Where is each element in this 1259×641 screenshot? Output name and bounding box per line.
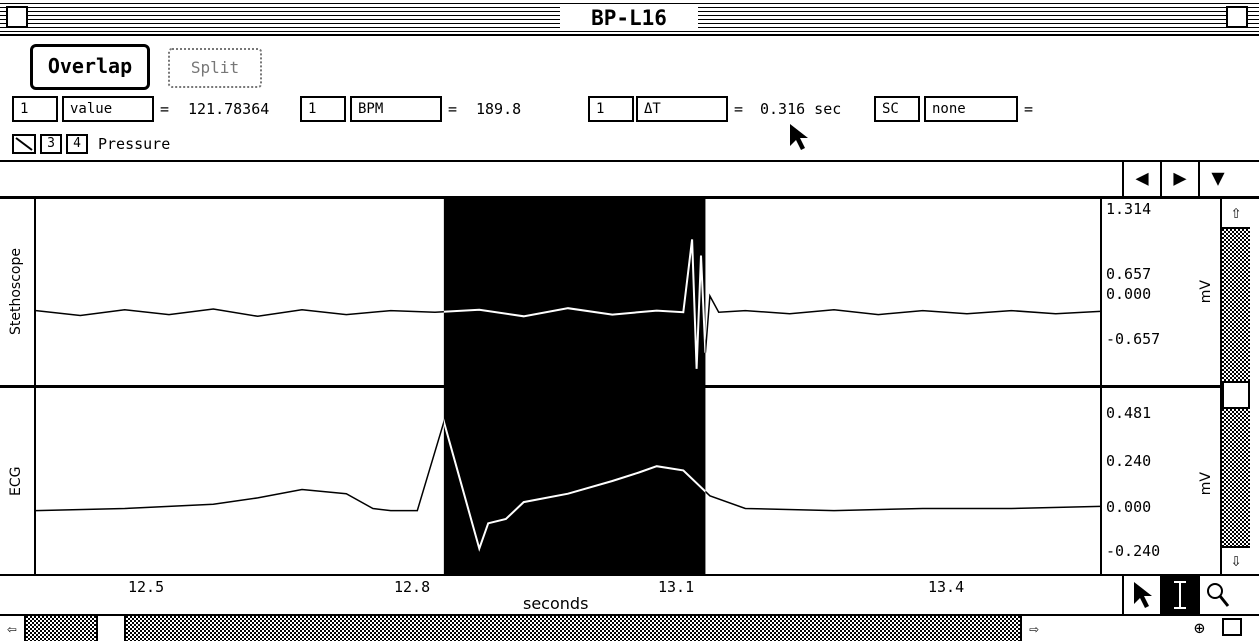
meas1-type-popup[interactable]: value	[62, 96, 154, 122]
channel-button-3[interactable]: 3	[40, 134, 62, 154]
scroll-left-button[interactable]: ◀	[1122, 162, 1160, 196]
vertical-scroll-thumb[interactable]	[1222, 381, 1250, 409]
meas2-equals: =	[448, 100, 458, 118]
divider	[0, 196, 1259, 199]
meas2-channel[interactable]: 1	[300, 96, 346, 122]
ytick: 0.657	[1106, 265, 1152, 283]
ytick: -0.657	[1106, 330, 1161, 348]
status-area: ⊕	[1046, 616, 1259, 641]
scroll-down-arrow-icon[interactable]: ⇩	[1222, 546, 1250, 574]
ecg-trace[interactable]	[35, 388, 1101, 574]
ibeam-tool[interactable]	[1160, 576, 1198, 614]
channel-select-icon[interactable]	[12, 134, 36, 154]
meas1-equals: =	[160, 100, 170, 118]
ibeam-icon	[1174, 581, 1186, 609]
scroll-right-arrow-icon[interactable]: ⇨	[1020, 616, 1048, 641]
pointer-icon	[1134, 582, 1152, 608]
stethoscope-plot[interactable]	[34, 199, 1102, 385]
split-button[interactable]: Split	[168, 48, 262, 88]
meas2-result: 189.8	[476, 100, 522, 118]
meas2-type-popup[interactable]: BPM	[350, 96, 442, 122]
xtick: 12.5	[128, 578, 165, 596]
selection-region[interactable]	[443, 388, 706, 574]
ytick: 0.240	[1106, 452, 1152, 470]
series-line-selected	[443, 239, 706, 369]
scroll-up-arrow-icon[interactable]: ⇧	[1222, 199, 1250, 229]
overlap-button[interactable]: Overlap	[30, 44, 150, 90]
horizontal-scroll-thumb[interactable]	[96, 616, 126, 641]
channel-button-4[interactable]: 4	[66, 134, 88, 154]
close-box[interactable]	[6, 6, 28, 28]
xtick: 13.1	[658, 578, 695, 596]
horizontal-scrollbar[interactable]: ⇦ ⇨ ⊕	[0, 614, 1259, 641]
divider	[0, 160, 1259, 162]
axis-divider	[0, 574, 1259, 576]
zoom-tool[interactable]	[1198, 576, 1236, 614]
channel-label-stethoscope: Stethoscope	[8, 248, 24, 336]
scroll-right-button[interactable]: ▶	[1160, 162, 1198, 196]
ytick: -0.240	[1106, 542, 1161, 560]
magnifier-icon	[1207, 583, 1230, 607]
series-line-selected	[443, 418, 706, 552]
meas1-result: 121.78364	[188, 100, 270, 118]
grow-box-icon[interactable]	[1222, 618, 1242, 636]
ytick: 0.000	[1106, 285, 1152, 303]
meas3-channel[interactable]: 1	[588, 96, 634, 122]
meas1-channel[interactable]: 1	[12, 96, 58, 122]
meas3-type-popup[interactable]: ΔT	[636, 96, 728, 122]
unit-label: mV	[1198, 472, 1214, 496]
meas3-result: 0.316 sec	[760, 100, 842, 118]
scroll-down-menu-button[interactable]: ▼	[1198, 162, 1236, 196]
stethoscope-trace[interactable]	[35, 199, 1101, 385]
ytick: 0.481	[1106, 404, 1152, 422]
ytick: 0.000	[1106, 498, 1152, 516]
meas4-equals: =	[1024, 100, 1034, 118]
arrow-cursor-icon	[790, 124, 808, 150]
xtick: 12.8	[394, 578, 431, 596]
meas4-channel[interactable]: SC	[874, 96, 920, 122]
scroll-left-arrow-icon[interactable]: ⇦	[0, 616, 26, 641]
zoom-box[interactable]	[1226, 6, 1248, 28]
unit-label: mV	[1198, 280, 1214, 304]
channel-name: Pressure	[98, 135, 171, 153]
window-title: BP-L16	[560, 6, 698, 30]
title-bar[interactable]: BP-L16	[0, 0, 1259, 36]
globe-icon: ⊕	[1194, 618, 1205, 639]
meas4-type-popup[interactable]: none	[924, 96, 1018, 122]
selection-region[interactable]	[443, 199, 706, 385]
xtick: 13.4	[928, 578, 965, 596]
x-axis-label: seconds	[523, 594, 589, 613]
vertical-scrollbar[interactable]: ⇧ ⇩	[1220, 199, 1250, 574]
ecg-plot[interactable]	[34, 388, 1102, 574]
channel-divider	[0, 385, 1220, 388]
ytick: 1.314	[1106, 200, 1152, 218]
channel-label-ecg: ECG	[8, 466, 24, 496]
pointer-tool[interactable]	[1122, 576, 1160, 614]
meas3-equals: =	[734, 100, 744, 118]
